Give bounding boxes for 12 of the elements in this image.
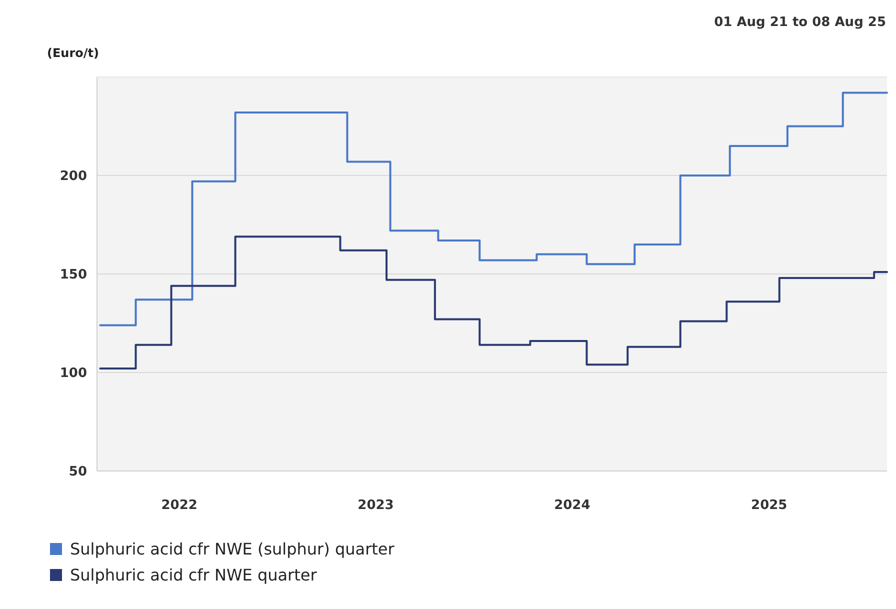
y-tick-label: 150 (60, 268, 87, 283)
y-axis-title: (Euro/t) (47, 46, 99, 60)
legend-label: Sulphuric acid cfr NWE (sulphur) quarter (70, 540, 395, 559)
y-tick-label: 100 (60, 366, 87, 382)
x-tick-label: 2023 (358, 498, 394, 513)
legend-label: Sulphuric acid cfr NWE quarter (70, 566, 318, 585)
x-tick-label: 2025 (751, 498, 788, 513)
y-tick-label: 200 (60, 169, 87, 184)
x-tick-label: 2024 (554, 498, 590, 513)
y-tick-label: 50 (68, 464, 87, 480)
x-tick-label: 2022 (161, 498, 198, 513)
chart-subtitle: 01 Aug 21 to 08 Aug 25 (714, 15, 886, 30)
